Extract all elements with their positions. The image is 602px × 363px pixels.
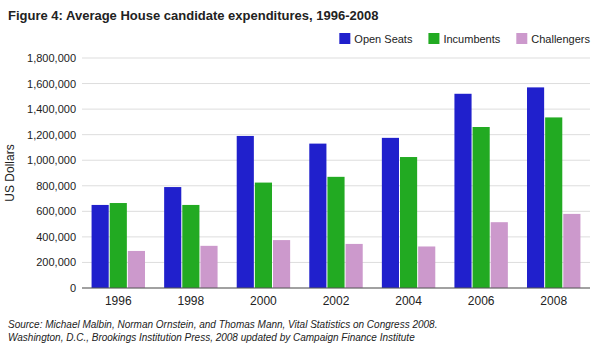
y-tick-label: 200,000 — [36, 256, 76, 268]
y-tick-label: 1,400,000 — [27, 103, 76, 115]
legend: Open Seats Incumbents Challengers — [339, 33, 590, 45]
bar — [382, 138, 399, 288]
x-axis-line — [82, 288, 590, 289]
grid-line — [82, 58, 590, 59]
bar — [346, 244, 363, 288]
bar — [527, 87, 544, 288]
source-line: Source: Michael Malbin, Norman Ornstein,… — [8, 319, 437, 330]
bar — [110, 203, 127, 288]
bar — [309, 144, 326, 288]
source-note: Source: Michael Malbin, Norman Ornstein,… — [8, 319, 437, 343]
y-tick-label: 0 — [70, 282, 76, 294]
bar — [92, 205, 109, 288]
y-tick-label: 1,000,000 — [27, 154, 76, 166]
x-tick-label: 2006 — [468, 294, 495, 308]
y-tick-label: 1,200,000 — [27, 129, 76, 141]
legend-swatch — [516, 33, 527, 44]
bar — [400, 157, 417, 288]
bar — [164, 187, 181, 288]
y-tick-label: 400,000 — [36, 231, 76, 243]
bar — [273, 240, 290, 288]
bar — [454, 94, 471, 288]
x-tick-label: 1996 — [105, 294, 132, 308]
bar — [418, 246, 435, 288]
legend-label: Incumbents — [443, 33, 500, 45]
bars — [92, 87, 581, 288]
legend-label: Challengers — [531, 33, 590, 45]
bar — [491, 222, 508, 288]
bar — [255, 183, 272, 288]
y-tick-label: 600,000 — [36, 205, 76, 217]
y-axis-label: US Dollars — [3, 144, 17, 201]
legend-item: Challengers — [516, 33, 590, 45]
grid-line — [82, 160, 590, 161]
x-axis: 1996 1998 2000 2002 2004 2006 2008 — [82, 288, 590, 308]
x-tick-label: 2000 — [250, 294, 277, 308]
grid-line — [82, 109, 590, 110]
title: Figure 4: Average House candidate expend… — [8, 8, 378, 23]
grid-line — [82, 83, 590, 84]
bar — [128, 251, 145, 288]
x-tick-label: 1998 — [178, 294, 205, 308]
legend-swatch — [428, 33, 439, 44]
y-tick-label: 1,600,000 — [27, 78, 76, 90]
x-tick-label: 2008 — [540, 294, 567, 308]
bar — [237, 136, 254, 288]
bar — [563, 214, 580, 288]
x-tick-label: 2004 — [395, 294, 422, 308]
bar — [182, 205, 199, 288]
source-line: Washington, D.C., Brookings Institution … — [8, 332, 415, 343]
legend-label: Open Seats — [354, 33, 413, 45]
chart-svg: Figure 4: Average House candidate expend… — [0, 0, 602, 363]
bar — [473, 127, 490, 288]
legend-item: Incumbents — [428, 33, 500, 45]
chart-container: Figure 4: Average House candidate expend… — [0, 0, 602, 363]
bar — [327, 177, 344, 288]
x-tick-label: 2002 — [323, 294, 350, 308]
bar — [545, 117, 562, 288]
y-tick-label: 800,000 — [36, 180, 76, 192]
y-axis: 0 200,000 400,000 600,000 800,000 1,000,000 1,… — [27, 52, 590, 294]
bar — [200, 246, 217, 288]
grid-line — [82, 134, 590, 135]
legend-item: Open Seats — [339, 33, 413, 45]
y-tick-label: 1,800,000 — [27, 52, 76, 64]
legend-swatch — [339, 33, 350, 44]
grid-line — [82, 288, 590, 289]
